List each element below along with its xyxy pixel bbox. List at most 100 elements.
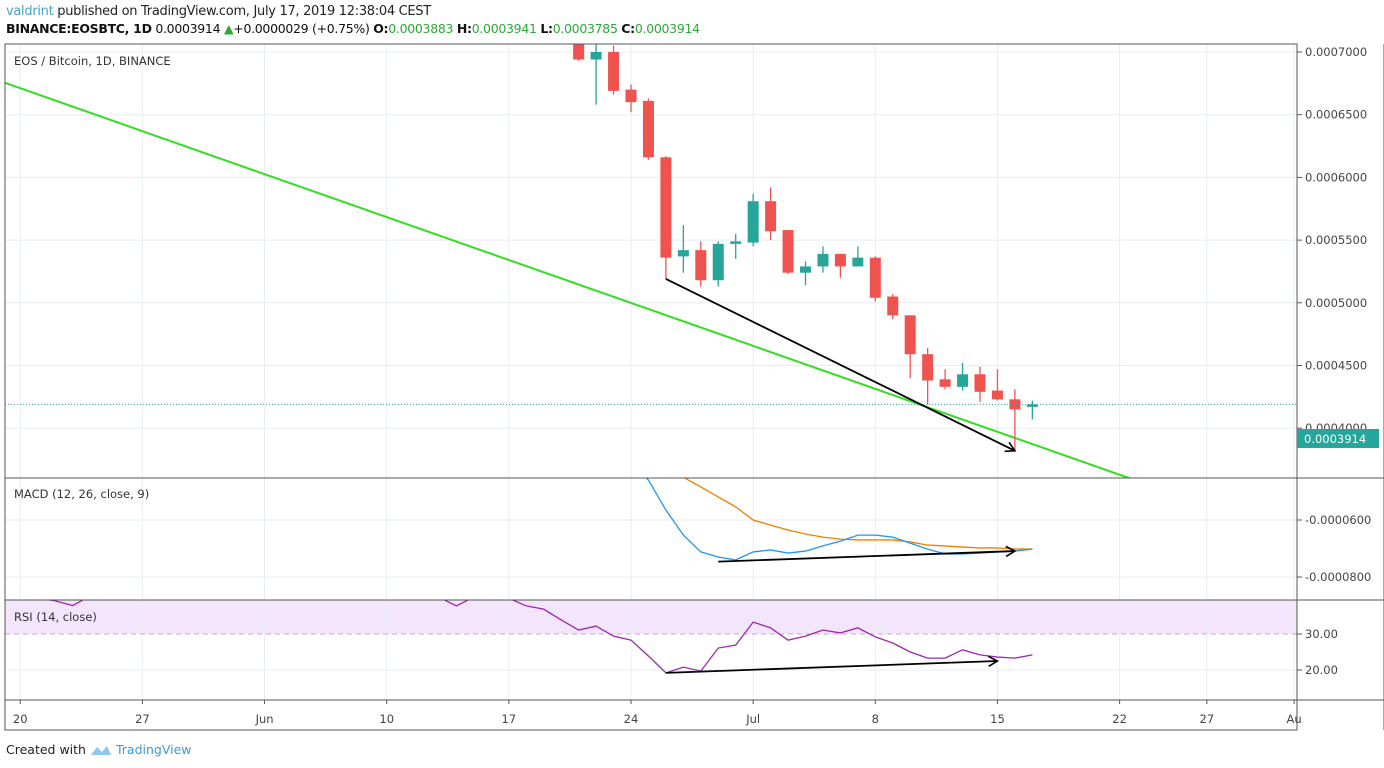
candle-body — [695, 250, 707, 281]
candle — [625, 84, 637, 113]
tradingview-link[interactable]: TradingView — [115, 742, 192, 757]
candle — [590, 44, 602, 105]
price-tick-label: 0.0004500 — [1305, 359, 1367, 373]
rsi-tick-label: 30.00 — [1305, 627, 1338, 641]
macd-tick-label: -0.0000800 — [1305, 570, 1371, 584]
candle-body — [747, 201, 759, 243]
candle-body — [642, 100, 654, 158]
x-tick-label: 20 — [13, 712, 28, 726]
candle-body — [765, 201, 777, 232]
candle — [991, 369, 1003, 401]
rsi-tick-label: 20.00 — [1305, 663, 1338, 677]
macd-pane — [645, 478, 1033, 563]
rsi-divergence-arrow — [665, 655, 1000, 674]
price-tick-label: 0.0006500 — [1305, 108, 1367, 122]
tradingview-logo-icon — [90, 745, 111, 755]
high-label: H: — [456, 21, 472, 36]
x-tick-label: 22 — [1112, 712, 1127, 726]
candle-body — [887, 296, 899, 316]
candle-body — [608, 52, 620, 91]
author-link[interactable]: valdrint — [6, 4, 54, 19]
last-price-label: 0.0003914 — [1304, 432, 1366, 446]
footer: Created with TradingView — [6, 742, 192, 757]
price-tick-label: 0.0006000 — [1305, 170, 1367, 184]
candle-body — [677, 250, 689, 257]
candle — [695, 241, 707, 287]
candle — [730, 233, 742, 259]
low-value: 0.0003785 — [552, 21, 618, 36]
candle-body — [660, 157, 672, 258]
close-value: 0.0003914 — [634, 21, 700, 36]
candle — [712, 241, 724, 287]
up-triangle-icon: ▲ — [223, 21, 234, 36]
price-tick-label: 0.0005500 — [1305, 233, 1367, 247]
candle-body — [800, 266, 811, 273]
x-tick-label: 10 — [379, 712, 394, 726]
candle — [939, 369, 951, 390]
symbol-label: BINANCE:EOSBTC, 1D — [6, 21, 152, 36]
candle-body — [991, 390, 1003, 400]
candle — [747, 193, 759, 247]
axes: 20 27 Jun 10 17 24 Jul 8 15 22 27 Au0.00040000.0004… — [13, 45, 1371, 726]
candle-body — [922, 354, 934, 381]
candle — [1026, 400, 1038, 420]
macd-divergence-arrow — [718, 545, 1017, 563]
rsi-pane — [5, 600, 1297, 674]
rsi-pane-title: RSI (14, close) — [14, 610, 97, 624]
symbol-info-bar: BINANCE:EOSBTC, 1D 0.0003914 ▲+0.0000029… — [6, 21, 700, 36]
candle-body — [625, 89, 637, 103]
candle — [957, 362, 969, 391]
candle — [642, 98, 654, 160]
x-tick-label: Jun — [255, 712, 274, 726]
x-tick-label: 15 — [990, 712, 1005, 726]
macd-pane-title: MACD (12, 26, close, 9) — [14, 487, 149, 501]
high-value: 0.0003941 — [471, 21, 537, 36]
price-tick-label: 0.0005000 — [1305, 296, 1367, 310]
candle-body — [974, 374, 986, 392]
open-value: 0.0003883 — [388, 21, 454, 36]
candle — [817, 246, 829, 273]
low-label: L: — [540, 21, 553, 36]
candle — [660, 156, 672, 279]
published-text: published on TradingView.com, July 17, 2… — [57, 4, 431, 19]
candle-body — [939, 379, 951, 387]
candle — [1009, 389, 1021, 451]
created-with-text: Created with — [6, 742, 86, 757]
candle — [887, 294, 899, 320]
x-tick-label: 8 — [872, 712, 879, 726]
candle — [782, 230, 794, 274]
candle-body — [573, 44, 585, 60]
candle — [608, 45, 620, 95]
last-price: 0.0003914 — [155, 21, 221, 36]
candle — [852, 246, 864, 267]
macd-tick-label: -0.0000600 — [1305, 513, 1371, 527]
candle-body — [1026, 404, 1038, 407]
macd-signal-line — [683, 478, 1033, 550]
candle-body — [834, 253, 846, 267]
candle — [922, 347, 934, 405]
x-tick-label: 24 — [624, 712, 639, 726]
candle — [677, 225, 689, 273]
candle — [974, 366, 986, 402]
x-tick-label: Au — [1287, 712, 1302, 726]
candle-body — [730, 241, 742, 244]
macd-line — [645, 478, 1033, 561]
candle-body — [852, 257, 864, 267]
candle-body — [957, 374, 969, 387]
open-label: O: — [373, 21, 389, 36]
price-pane-title: EOS / Bitcoin, 1D, BINANCE — [14, 54, 171, 68]
rsi-band — [5, 600, 1297, 634]
candle — [869, 256, 881, 302]
price-pane — [5, 44, 1297, 478]
rsi-line — [45, 600, 85, 607]
close-label: C: — [621, 21, 635, 36]
x-tick-label: 17 — [502, 712, 517, 726]
rsi-line — [443, 600, 1033, 674]
candle-body — [712, 243, 724, 281]
candle — [573, 44, 585, 61]
candle-body — [904, 315, 916, 355]
candle — [765, 187, 777, 241]
publish-info: valdrint published on TradingView.com, J… — [6, 4, 431, 19]
candle-body — [590, 52, 602, 60]
